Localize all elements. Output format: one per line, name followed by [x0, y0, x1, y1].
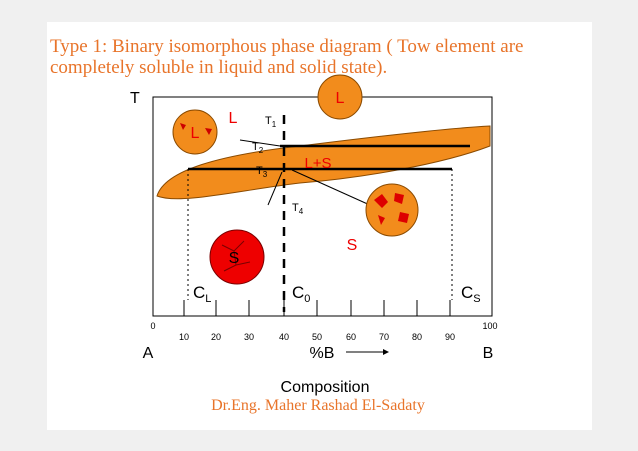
axis-label: T — [130, 90, 140, 107]
arrow — [267, 171, 283, 206]
x-ticks: 0 10 20 30 40 50 60 70 80 90 100 — [150, 300, 498, 342]
region-label: L — [229, 110, 238, 127]
temperature-label: T3 — [256, 165, 268, 179]
tick-label: 10 — [179, 332, 189, 342]
temperature-label: T1 — [265, 115, 277, 129]
crystal — [180, 123, 212, 135]
circle-label: S — [229, 250, 240, 267]
tick-label: 60 — [346, 332, 356, 342]
tick-label: 0 — [150, 321, 155, 331]
slide-page — [47, 22, 592, 430]
phase-circle — [317, 74, 363, 120]
two-phase-lens — [156, 125, 491, 200]
phase-circle — [365, 183, 419, 237]
arrow — [291, 169, 373, 207]
temperature-label: T2 — [252, 141, 264, 155]
temperature-label: T4 — [292, 202, 304, 216]
author: Dr.Eng. Maher Rashad El-Sadaty — [211, 397, 425, 414]
circle-label: L — [336, 90, 345, 107]
phase-circle — [172, 109, 218, 155]
composition-label: C0 — [292, 283, 310, 305]
end-label: B — [483, 345, 494, 362]
composition-label: CS — [461, 283, 481, 305]
circle-label: L — [191, 125, 200, 142]
crystal — [374, 193, 409, 225]
tick-label: 80 — [412, 332, 422, 342]
axis-label: %B — [310, 345, 335, 362]
tick-label: 50 — [312, 332, 322, 342]
tick-label: 90 — [445, 332, 455, 342]
composition-labels: CL C0 CS — [193, 283, 481, 305]
arrow — [239, 139, 281, 147]
phase-circle — [209, 229, 265, 285]
tick-label: 100 — [482, 321, 497, 331]
tick-label: 40 — [279, 332, 289, 342]
x-title: Composition — [281, 379, 370, 396]
temperature-labels: T1 T2 T3 T4 — [252, 115, 304, 216]
tick-label: 30 — [244, 332, 254, 342]
title-line: Type 1: Binary isomorphous phase diagram… — [50, 36, 523, 57]
arrow-head — [383, 349, 389, 355]
end-label: A — [143, 345, 154, 362]
composition-label: CL — [193, 283, 211, 305]
tick-label: 20 — [211, 332, 221, 342]
region-label: S — [347, 237, 358, 254]
grain-boundary — [221, 240, 251, 272]
tick-label: 70 — [379, 332, 389, 342]
title-line: completely soluble in liquid and solid s… — [50, 57, 387, 78]
region-label: L+S — [304, 155, 331, 172]
